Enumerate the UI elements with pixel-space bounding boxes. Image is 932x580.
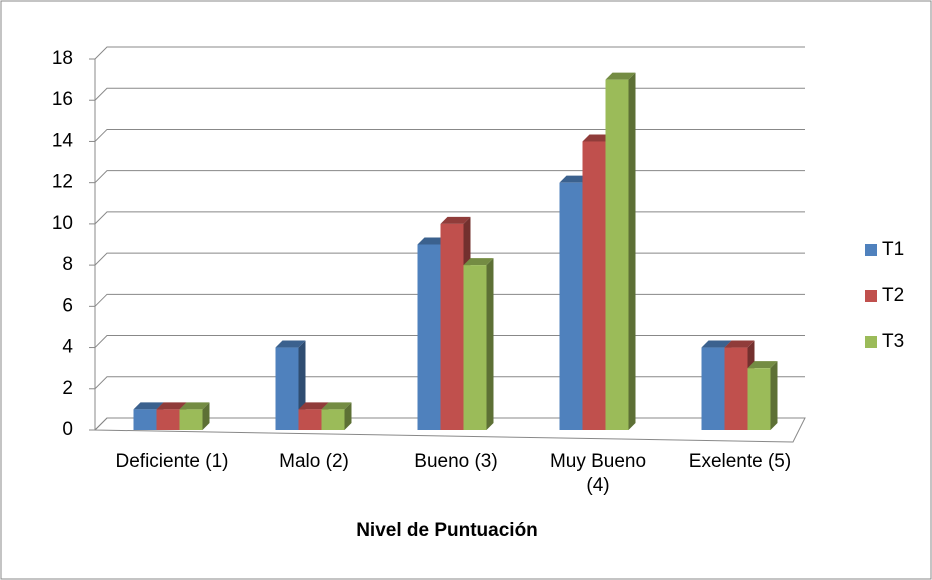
bar-front bbox=[275, 347, 299, 430]
bar-side bbox=[628, 72, 636, 430]
bar-front bbox=[463, 265, 487, 430]
y-tick-label: 16 bbox=[52, 89, 73, 110]
y-tick-label: 2 bbox=[62, 378, 73, 399]
bar-front bbox=[559, 182, 583, 430]
bar-top bbox=[440, 216, 471, 224]
bar bbox=[747, 361, 778, 430]
x-axis-label: Nivel de Puntuación bbox=[356, 520, 538, 541]
bar-front bbox=[605, 79, 629, 430]
bar-top bbox=[275, 340, 306, 348]
y-tick-label: 10 bbox=[52, 213, 73, 234]
bar-top bbox=[582, 134, 613, 142]
bar-top bbox=[133, 402, 164, 410]
bar-side bbox=[202, 402, 210, 430]
bar-front bbox=[440, 223, 464, 430]
bar-side bbox=[770, 361, 778, 430]
bar-side bbox=[486, 258, 494, 430]
bar-top bbox=[179, 402, 210, 410]
grid-line bbox=[94, 46, 805, 60]
bar-top bbox=[701, 340, 732, 348]
bar-top bbox=[156, 402, 187, 410]
bar-front bbox=[321, 409, 345, 430]
y-tick-label: 4 bbox=[62, 337, 73, 358]
bar-front bbox=[724, 347, 748, 430]
bar-top bbox=[321, 402, 352, 410]
bar-front bbox=[701, 347, 725, 430]
bar-side bbox=[344, 402, 352, 430]
legend-swatch bbox=[865, 336, 877, 348]
y-tick-label: 14 bbox=[52, 130, 74, 151]
legend-swatch bbox=[865, 244, 877, 256]
x-tick-label: Exelente (5) bbox=[688, 451, 792, 472]
x-tick-label: Deficiente (1) bbox=[115, 451, 229, 472]
bar-front bbox=[582, 141, 606, 430]
bar bbox=[605, 72, 636, 430]
legend-label: T3 bbox=[882, 331, 904, 352]
bar-top bbox=[417, 237, 448, 245]
x-tick-label: Bueno (3) bbox=[414, 451, 498, 472]
x-tick-label: Malo (2) bbox=[279, 451, 349, 472]
y-tick-label: 12 bbox=[52, 172, 73, 193]
grid-line bbox=[94, 87, 805, 101]
bar-front bbox=[417, 244, 441, 430]
legend-label: T1 bbox=[882, 239, 904, 260]
bar bbox=[321, 402, 352, 430]
bar-top bbox=[747, 361, 778, 369]
bar-front bbox=[179, 409, 203, 430]
y-tick-label: 6 bbox=[62, 295, 73, 316]
bar-top bbox=[724, 340, 755, 348]
bar-top bbox=[298, 402, 329, 410]
y-tick-label: 0 bbox=[62, 419, 73, 440]
bar-front bbox=[133, 409, 157, 430]
bar-front bbox=[298, 409, 322, 430]
bar bbox=[179, 402, 210, 430]
bar-top bbox=[559, 175, 590, 183]
grid-line bbox=[94, 170, 805, 184]
legend-swatch bbox=[865, 290, 877, 302]
bar-top bbox=[605, 72, 636, 80]
y-tick-label: 8 bbox=[62, 254, 73, 275]
legend-label: T2 bbox=[882, 285, 904, 306]
bar-front bbox=[747, 368, 771, 430]
x-tick-label: Muy Bueno (4) bbox=[549, 451, 647, 496]
grid-line bbox=[94, 128, 805, 142]
bar bbox=[275, 340, 306, 430]
y-tick-label: 18 bbox=[52, 48, 73, 69]
bar-front bbox=[156, 409, 180, 430]
bar-top bbox=[463, 258, 494, 266]
bar bbox=[463, 258, 494, 430]
